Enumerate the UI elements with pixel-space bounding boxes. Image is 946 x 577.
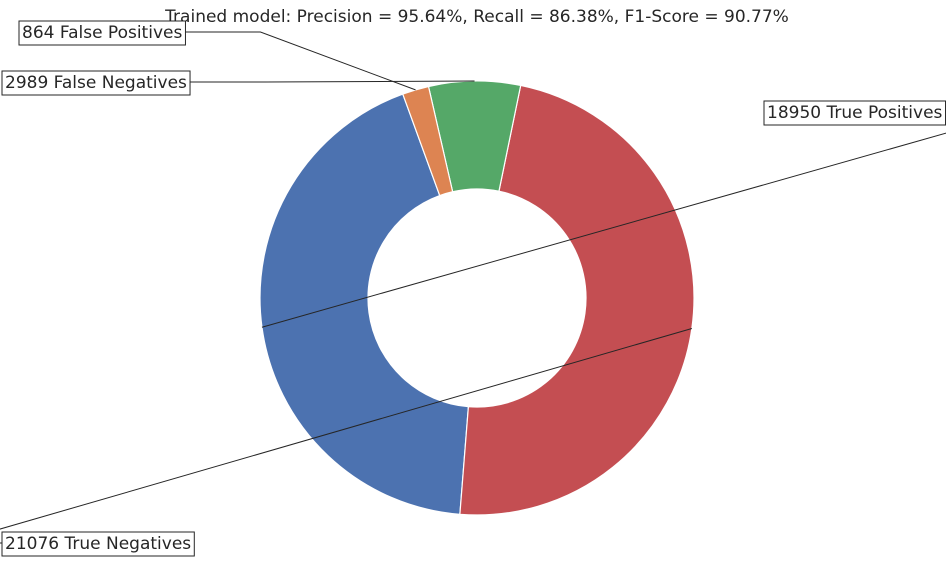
wedge-18950-true-positives bbox=[259, 93, 470, 515]
slice-label: 864 False Positives bbox=[18, 20, 416, 91]
labels-group: 18950 True Positives 21076 True Negatives… bbox=[0, 20, 946, 557]
wedge-864-false-positives bbox=[402, 85, 454, 197]
slice-label-text: 2989 False Negatives bbox=[5, 73, 187, 93]
slice-label: 21076 True Negatives bbox=[0, 327, 692, 557]
slice-label-box bbox=[1, 531, 195, 557]
slice-label-text: 21076 True Negatives bbox=[5, 534, 191, 554]
leader-line bbox=[261, 111, 946, 328]
chart-title: Trained model: Precision = 95.64%, Recal… bbox=[164, 7, 789, 27]
leader-line bbox=[190, 80, 475, 83]
wedges-group bbox=[259, 80, 695, 516]
leader-line bbox=[185, 31, 416, 91]
slice-label: 2989 False Negatives bbox=[1, 70, 475, 96]
slice-label-box bbox=[18, 20, 186, 46]
slice-label-text: 864 False Positives bbox=[22, 23, 182, 43]
slice-label-text: 18950 True Positives bbox=[767, 103, 943, 123]
wedge-21076-true-negatives bbox=[459, 84, 695, 516]
leader-line bbox=[0, 327, 692, 544]
slice-label-box bbox=[1, 70, 191, 96]
